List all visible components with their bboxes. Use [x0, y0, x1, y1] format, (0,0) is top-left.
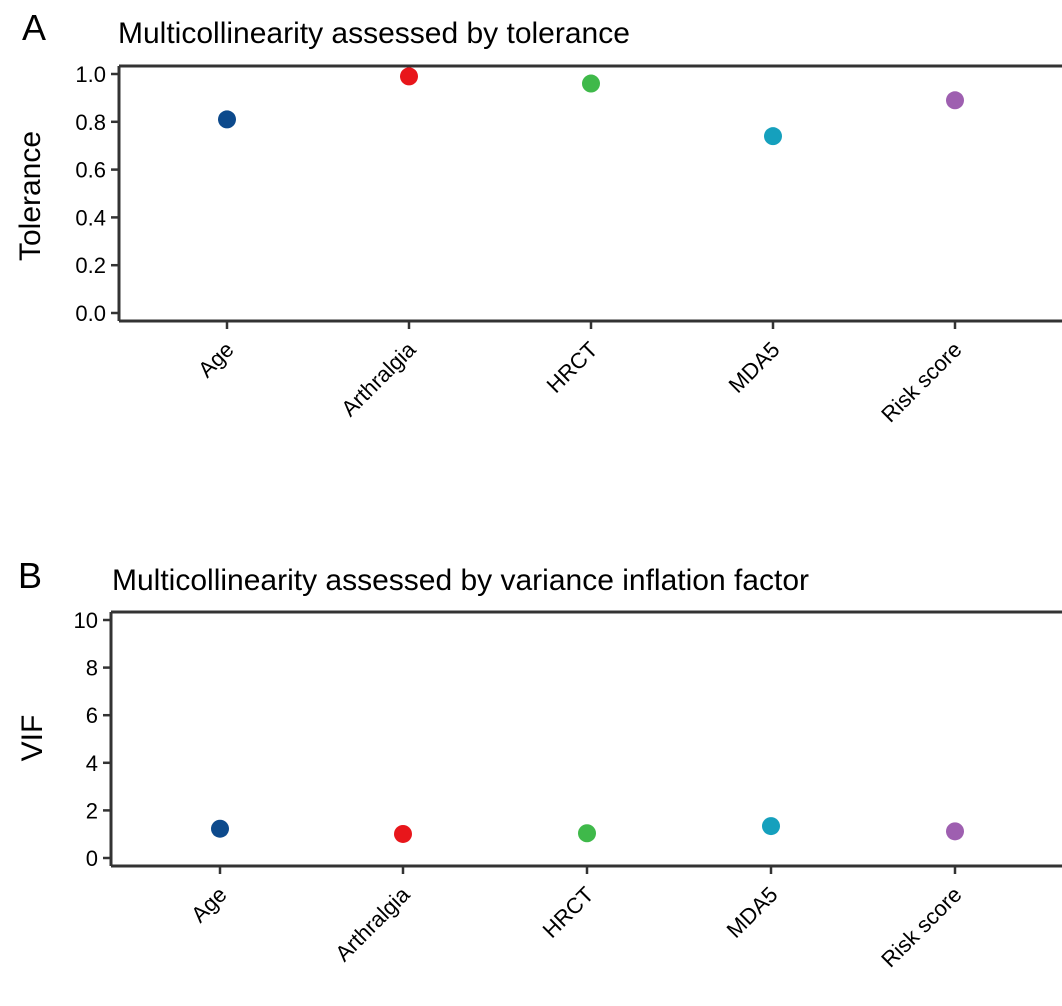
panel-a-point-age: [218, 110, 236, 128]
panel-b-point-age: [211, 820, 229, 838]
panel-a-y-tick-label: 0.2: [75, 253, 106, 278]
panel-a-title: Multicollinearity assessed by tolerance: [118, 17, 630, 50]
panel-b-y-tick-label: 0: [86, 846, 98, 871]
panel-a: A Multicollinearity assessed by toleranc…: [14, 7, 1062, 427]
panel-b-point-arthralgia: [394, 825, 412, 843]
panel-a-y-tick-label: 0.0: [75, 301, 106, 326]
panel-a-point-mda5: [764, 127, 782, 145]
panel-a-y-tick-label: 0.4: [75, 205, 106, 230]
panel-b-y-tick-label: 8: [86, 656, 98, 681]
panel-a-point-hrct: [582, 75, 600, 93]
panel-b-x-tick-label: Age: [186, 882, 231, 927]
panel-b-y-axis-title: VIF: [16, 715, 49, 762]
panel-a-y-axis-title: Tolerance: [14, 131, 47, 261]
panel-a-point-arthralgia: [400, 67, 418, 85]
panel-a-letter: A: [22, 7, 46, 48]
panel-a-y-tick-label: 0.6: [75, 158, 106, 183]
panel-b-title: Multicollinearity assessed by variance i…: [112, 564, 809, 597]
panel-a-x-tick-label: Age: [193, 337, 238, 382]
panel-a-x-tick-label: MDA5: [724, 337, 785, 398]
panel-b-x-tick-label: MDA5: [722, 882, 783, 943]
panel-a-y-tick-label: 0.8: [75, 110, 106, 135]
panel-b: B Multicollinearity assessed by variance…: [16, 555, 1062, 972]
panel-a-x-tick-label: Arthralgia: [336, 336, 421, 421]
panel-a-x-tick-label: Risk score: [876, 337, 966, 427]
panel-b-point-mda5: [762, 817, 780, 835]
panel-b-plot-area: 0 2 4 6 8 10 Age Arthralgia HRCT MDA5 Risk score: [74, 608, 1062, 972]
panel-b-x-tick-label: HRCT: [538, 882, 599, 943]
panel-a-plot-area: 0.0 0.2 0.4 0.6 0.8 1.0 Age Arthralgia HRCT MDA5 R…: [75, 62, 1062, 427]
panel-b-point-hrct: [578, 824, 596, 842]
panel-b-point-risk-score: [946, 822, 964, 840]
panel-b-y-tick-label: 4: [86, 751, 98, 776]
panel-b-y-tick-label: 6: [86, 703, 98, 728]
panel-b-letter: B: [18, 555, 42, 596]
panel-b-x-tick-label: Risk score: [876, 882, 966, 972]
panel-a-y-tick-label: 1.0: [75, 62, 106, 87]
panel-a-x-tick-label: HRCT: [542, 337, 603, 398]
panel-b-y-tick-label: 2: [86, 798, 98, 823]
panel-a-point-risk-score: [946, 91, 964, 109]
panel-b-y-tick-label: 10: [74, 608, 98, 633]
panel-b-x-tick-label: Arthralgia: [330, 881, 415, 966]
